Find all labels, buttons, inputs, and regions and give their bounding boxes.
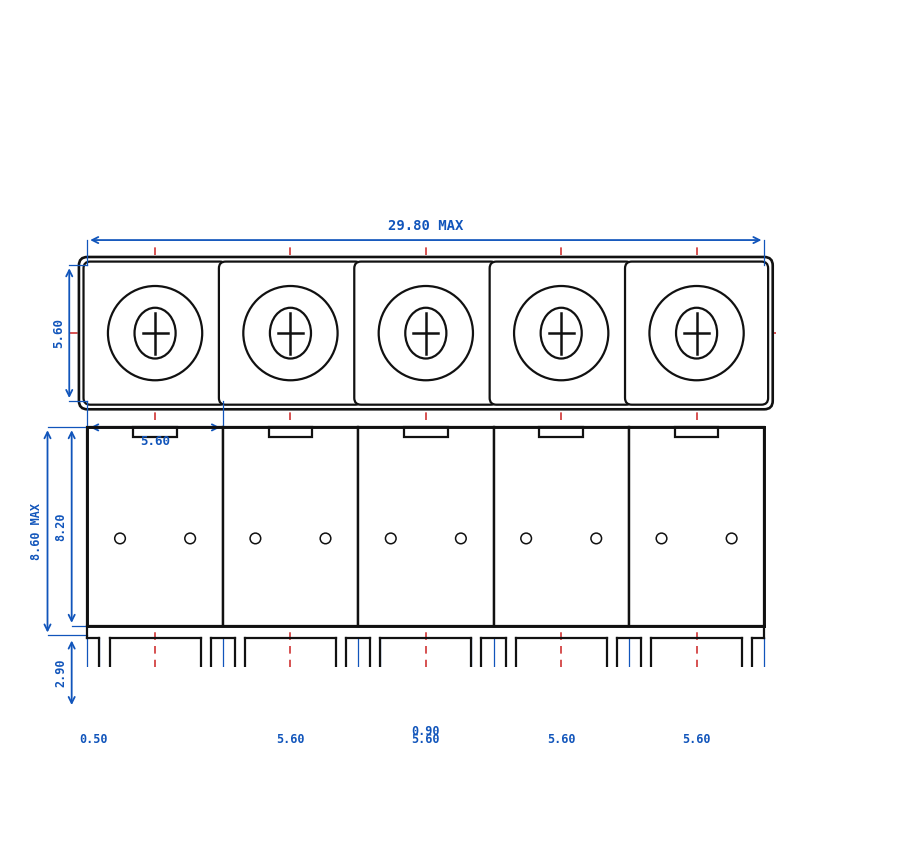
Circle shape [385,533,396,544]
FancyBboxPatch shape [490,262,633,405]
Text: 0.50: 0.50 [79,733,108,745]
Text: 8.20: 8.20 [54,513,68,541]
Bar [87,428,223,626]
Bar [223,428,358,626]
Ellipse shape [243,286,338,380]
Circle shape [114,533,125,544]
Ellipse shape [108,286,202,380]
Circle shape [726,533,737,544]
Bar [269,428,312,437]
FancyBboxPatch shape [84,262,227,405]
Bar [629,428,764,626]
Bar [133,428,176,437]
Circle shape [320,533,331,544]
FancyBboxPatch shape [355,262,498,405]
Bar [675,428,718,437]
Text: 5.60: 5.60 [276,733,305,745]
Text: 5.60: 5.60 [547,733,575,745]
Text: 5.60: 5.60 [411,733,440,745]
Ellipse shape [270,308,311,359]
Ellipse shape [379,286,473,380]
Circle shape [250,533,261,544]
Bar [493,428,629,626]
FancyBboxPatch shape [219,262,362,405]
FancyBboxPatch shape [625,262,768,405]
Ellipse shape [405,308,446,359]
Ellipse shape [676,308,717,359]
Bar [404,428,447,437]
Circle shape [591,533,601,544]
Text: 29.80 MAX: 29.80 MAX [388,218,464,233]
Text: 5.60: 5.60 [140,434,170,448]
Circle shape [184,533,195,544]
Bar [358,428,493,626]
Circle shape [521,533,532,544]
Text: 0.90: 0.90 [411,726,440,739]
Ellipse shape [650,286,743,380]
Bar [539,428,583,437]
Text: 5.60: 5.60 [682,733,711,745]
Ellipse shape [134,308,176,359]
Text: 2.90: 2.90 [54,659,68,687]
Ellipse shape [514,286,608,380]
Circle shape [455,533,466,544]
Circle shape [656,533,667,544]
Text: 8.60 MAX: 8.60 MAX [30,503,43,560]
FancyBboxPatch shape [79,257,773,410]
Ellipse shape [541,308,581,359]
Text: 5.60: 5.60 [52,318,65,348]
